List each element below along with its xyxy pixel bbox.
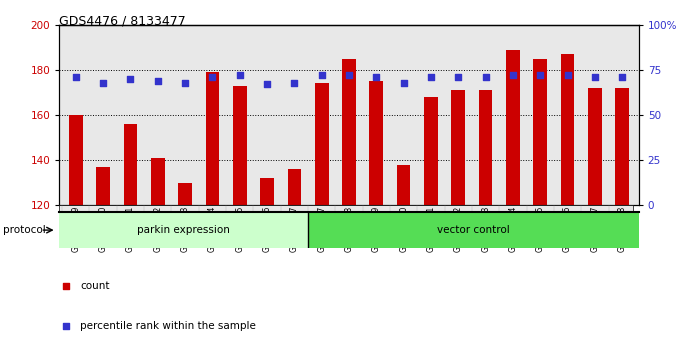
Bar [424, 97, 438, 205]
Text: GSM729737: GSM729737 [591, 206, 600, 252]
Text: GSM729730: GSM729730 [399, 206, 408, 252]
Bar [151, 158, 165, 205]
Text: GSM729728: GSM729728 [345, 206, 353, 252]
Bar [560, 54, 574, 205]
Point [61, 283, 72, 289]
Bar [588, 88, 602, 205]
Text: GSM729731: GSM729731 [426, 206, 436, 252]
Point [617, 74, 628, 80]
Point [371, 74, 382, 80]
Bar [397, 165, 410, 205]
Bar [315, 84, 329, 205]
Point [507, 73, 519, 78]
Point [70, 74, 81, 80]
Bar [506, 50, 520, 205]
Point [343, 73, 355, 78]
Point [262, 81, 273, 87]
Point [98, 80, 109, 85]
Text: GSM729747: GSM729747 [290, 206, 299, 252]
Point [316, 73, 327, 78]
Text: parkin expression: parkin expression [137, 225, 230, 235]
Text: GSM729733: GSM729733 [481, 206, 490, 252]
Text: protocol: protocol [3, 225, 46, 235]
Bar [233, 86, 246, 205]
Bar [178, 183, 192, 205]
Bar [59, 212, 308, 248]
Text: GSM729736: GSM729736 [563, 206, 572, 252]
Text: GSM729729: GSM729729 [372, 206, 381, 252]
Point [179, 80, 191, 85]
Text: vector control: vector control [437, 225, 510, 235]
Text: GSM729743: GSM729743 [181, 206, 190, 252]
Point [589, 74, 600, 80]
Text: GDS4476 / 8133477: GDS4476 / 8133477 [59, 14, 186, 27]
Bar [69, 115, 82, 205]
Text: GSM729727: GSM729727 [317, 206, 326, 252]
Bar [369, 81, 383, 205]
Point [61, 323, 72, 329]
Point [289, 80, 300, 85]
Bar [288, 169, 301, 205]
Point [562, 73, 573, 78]
Point [425, 74, 436, 80]
Text: count: count [80, 281, 110, 291]
Text: GSM729735: GSM729735 [536, 206, 545, 252]
Point [480, 74, 491, 80]
Point [234, 73, 245, 78]
Bar [479, 90, 493, 205]
Text: GSM729739: GSM729739 [71, 206, 80, 252]
Text: GSM729745: GSM729745 [235, 206, 244, 252]
Text: GSM729744: GSM729744 [208, 206, 217, 252]
Text: GSM729734: GSM729734 [508, 206, 517, 252]
Bar [452, 90, 465, 205]
Bar [616, 88, 629, 205]
Point [453, 74, 464, 80]
Text: GSM729738: GSM729738 [618, 206, 627, 252]
Bar [96, 167, 110, 205]
Text: GSM729740: GSM729740 [98, 206, 107, 252]
Bar [205, 72, 219, 205]
Text: GSM729742: GSM729742 [153, 206, 162, 252]
Text: GSM729741: GSM729741 [126, 206, 135, 252]
Bar [533, 59, 547, 205]
Point [152, 78, 163, 84]
Bar [342, 59, 356, 205]
Point [125, 76, 136, 82]
Text: GSM729732: GSM729732 [454, 206, 463, 252]
Text: percentile rank within the sample: percentile rank within the sample [80, 321, 256, 331]
Bar [124, 124, 138, 205]
Point [535, 73, 546, 78]
Bar [308, 212, 639, 248]
Point [398, 80, 409, 85]
Text: GSM729746: GSM729746 [262, 206, 272, 252]
Bar [260, 178, 274, 205]
Point [207, 74, 218, 80]
